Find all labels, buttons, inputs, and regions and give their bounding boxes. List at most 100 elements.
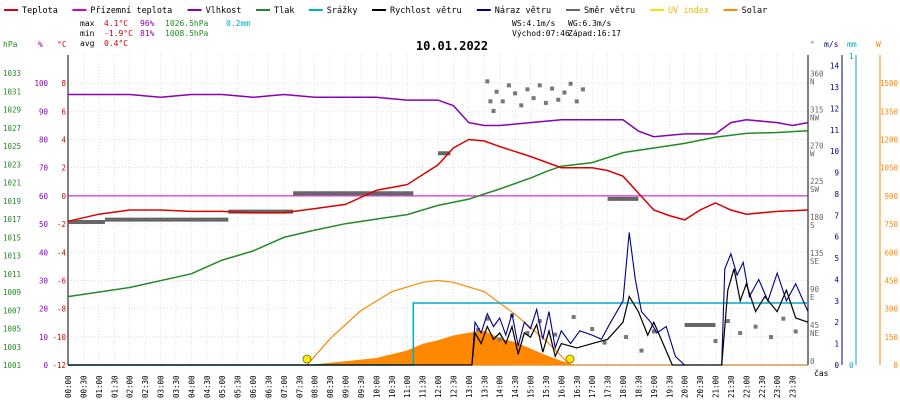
tick-label-time: 09:30 (357, 375, 366, 398)
tick-label-ms: 8 (834, 190, 839, 199)
tick-label-temp: -4 (57, 248, 67, 257)
tick-label-time: 16:30 (573, 375, 582, 398)
tick-label-time: 02:00 (126, 375, 135, 398)
plot-area (67, 79, 809, 366)
legend: Teplota Přízemní teplota Vlhkost Tlak Srážky… (4, 6, 767, 16)
tick-label-time: 22:00 (742, 375, 751, 398)
tick-label-compass: E (810, 293, 815, 302)
tick-label-solar: 1050 (880, 164, 899, 173)
legend-label-solar: Solar (742, 6, 768, 16)
tick-label-time: 09:00 (342, 375, 351, 398)
tick-label-solar: 900 (884, 192, 898, 201)
tick-label-time: 03:30 (172, 375, 181, 398)
series-smer-point (494, 89, 499, 94)
tick-label-temp: 4 (61, 136, 66, 145)
tick-label-pct: 80 (39, 136, 49, 145)
tick-label-time: 17:00 (588, 375, 597, 398)
tick-label-ms: 0 (834, 361, 839, 370)
tick-label-time: 13:00 (465, 375, 474, 398)
tick-label-time: 11:00 (403, 375, 412, 398)
series-smer-point (713, 339, 718, 344)
series-smer-point (651, 329, 656, 334)
tick-label-hpa: 1023 (3, 160, 21, 169)
wind-speed-text: WS:4.1m/s (512, 19, 556, 28)
tick-label-dir: 45 (810, 321, 819, 330)
unit-w: W (876, 40, 881, 49)
series-smer-point (543, 100, 548, 105)
tick-label-time: 11:30 (419, 375, 428, 398)
tick-label-mm: 1 (849, 52, 854, 61)
tick-label-time: 21:30 (727, 375, 736, 398)
series-smer-point (537, 319, 542, 324)
series-smer-point (488, 99, 493, 104)
series-smer-point (506, 83, 511, 88)
tick-label-time: 19:00 (650, 375, 659, 398)
tick-label-time: 05:00 (218, 375, 227, 398)
tick-label-ms: 6 (834, 233, 839, 242)
series-smer-point (485, 316, 490, 321)
tick-label-time: 22:30 (758, 375, 767, 398)
tick-label-solar: 1500 (880, 79, 899, 88)
series-smer-point (537, 83, 542, 88)
series-smer-point (525, 331, 530, 336)
tick-label-ms: 1 (834, 340, 839, 349)
stats-max-press: 1026.5hPa (165, 19, 209, 28)
tick-label-time: 23:00 (773, 375, 782, 398)
tick-label-solar: 150 (884, 333, 898, 342)
series-smer-point (562, 90, 567, 95)
tick-label-dir: 270 (810, 141, 824, 150)
tick-label-temp: -8 (57, 305, 67, 314)
unit-pct: % (38, 40, 43, 49)
tick-label-compass: NW (810, 113, 820, 122)
series-smer-point (553, 332, 558, 337)
tick-label-dir: 225 (810, 177, 824, 186)
tick-label-temp: 0 (61, 192, 66, 201)
stats-max-label: max (80, 19, 95, 28)
series-smer-point (753, 324, 758, 329)
tick-label-pct: 0 (43, 361, 48, 370)
tick-label-time: 01:00 (95, 375, 104, 398)
tick-label-time: 07:00 (280, 375, 289, 398)
tick-label-time: 23:30 (789, 375, 798, 398)
series-smer-point (738, 331, 743, 336)
tick-label-time: 02:30 (141, 375, 150, 398)
tick-label-ms: 12 (830, 104, 839, 113)
tick-label-hpa: 1033 (3, 69, 21, 78)
sunset-text: Západ:16:17 (568, 29, 621, 38)
tick-label-time: 07:30 (295, 375, 304, 398)
tick-label-hpa: 1011 (3, 270, 21, 279)
series-smer-point (550, 86, 555, 91)
stats-max-temp: 4.1°C (104, 19, 128, 28)
tick-label-temp: 6 (61, 107, 66, 116)
tick-label-solar: 300 (884, 305, 898, 314)
tick-label-time: 21:00 (712, 375, 721, 398)
tick-label-pct: 40 (39, 248, 49, 257)
tick-label-compass: SE (810, 257, 820, 266)
tick-label-ms: 5 (834, 254, 839, 263)
tick-label-time: 14:00 (496, 375, 505, 398)
series-smer-point (574, 99, 579, 104)
series-smer-point (476, 327, 481, 332)
tick-label-hpa: 1027 (3, 124, 21, 133)
series-smer-point (571, 315, 576, 320)
tick-label-ms: 3 (834, 297, 839, 306)
tick-label-ms: 9 (834, 169, 839, 178)
unit-degc: °C (57, 40, 67, 49)
tick-label-time: 00:00 (64, 375, 73, 398)
tick-label-time: 17:30 (604, 375, 613, 398)
series-smer-point (580, 87, 585, 92)
series-smer-point (725, 319, 730, 324)
tick-label-time: 19:30 (665, 375, 674, 398)
tick-label-time: 15:00 (527, 375, 536, 398)
tick-label-time: 03:00 (157, 375, 166, 398)
tick-label-time: 06:00 (249, 375, 258, 398)
tick-label-pct: 60 (39, 192, 49, 201)
tick-label-pct: 10 (39, 333, 49, 342)
tick-label-time: 01:30 (110, 375, 119, 398)
series-smer-point (485, 79, 490, 84)
tick-label-temp: 2 (61, 164, 66, 173)
sun-marker (302, 354, 312, 364)
tick-label-solar: 1200 (880, 136, 899, 145)
tick-label-pct: 20 (39, 305, 49, 314)
series-naraz (68, 232, 809, 366)
